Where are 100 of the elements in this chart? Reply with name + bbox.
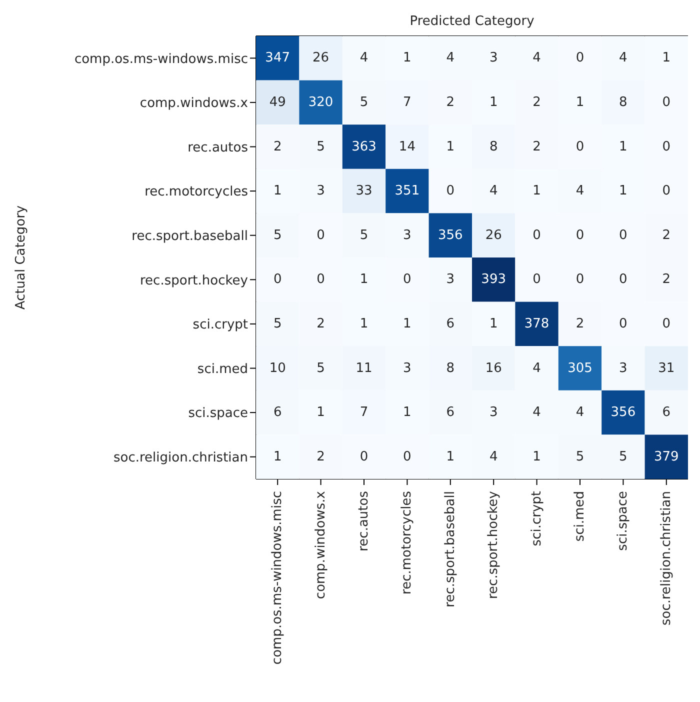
- x-tick-label: rec.autos: [356, 490, 372, 552]
- x-tick-label: sci.med: [572, 491, 588, 542]
- data-label: 49: [269, 94, 286, 110]
- data-label: 0: [446, 184, 455, 199]
- data-label: 3: [403, 228, 412, 243]
- data-label: 0: [316, 228, 325, 243]
- data-label: 1: [489, 316, 498, 332]
- data-label: 0: [576, 272, 584, 288]
- data-label: 2: [662, 272, 671, 288]
- data-label: 0: [619, 228, 628, 243]
- data-label: 3: [403, 360, 412, 376]
- data-label: 0: [273, 272, 282, 288]
- data-label: 0: [662, 316, 671, 332]
- y-tick-label: comp.os.ms-windows.misc: [74, 52, 248, 67]
- data-label: 0: [360, 449, 368, 464]
- data-label: 2: [532, 139, 541, 154]
- x-tick-label: comp.windows.x: [313, 490, 328, 600]
- data-label: 3: [489, 50, 498, 66]
- data-label: 4: [446, 50, 455, 66]
- data-label: 2: [576, 316, 584, 332]
- data-label: 5: [316, 139, 325, 154]
- data-label: 4: [489, 449, 498, 464]
- data-label: 0: [619, 316, 628, 332]
- data-label: 0: [576, 50, 584, 66]
- data-label: 16: [485, 360, 502, 376]
- y-tick-label: comp.windows.x: [140, 96, 248, 112]
- data-label: 8: [489, 139, 498, 154]
- data-label: 7: [360, 405, 368, 420]
- data-label: 6: [446, 316, 455, 332]
- data-label: 1: [532, 449, 541, 464]
- data-label: 3: [619, 360, 628, 376]
- y-tick-label: sci.crypt: [192, 318, 248, 333]
- x-axis-title: Predicted Category: [410, 14, 535, 30]
- x-tick-label: rec.sport.baseball: [442, 491, 458, 608]
- data-label: 2: [446, 94, 455, 110]
- x-tick-label: sci.space: [616, 491, 631, 551]
- x-tick-label: rec.motorcycles: [400, 490, 415, 594]
- data-label: 5: [273, 316, 282, 332]
- data-label: 5: [619, 449, 628, 464]
- data-label: 1: [619, 184, 628, 199]
- data-label: 0: [662, 94, 671, 110]
- data-label: 0: [619, 272, 628, 288]
- data-label: 1: [316, 405, 325, 420]
- data-label: 2: [662, 228, 671, 243]
- data-label: 10: [269, 360, 286, 376]
- data-label: 0: [316, 272, 325, 288]
- y-tick-label: rec.sport.baseball: [132, 228, 248, 244]
- data-label: 1: [532, 184, 541, 199]
- data-label: 356: [438, 228, 463, 243]
- data-label: 1: [273, 449, 282, 464]
- y-axis-title: Actual Category: [14, 205, 29, 310]
- data-label: 4: [576, 184, 584, 199]
- x-tick-label: rec.sport.hockey: [486, 490, 502, 599]
- data-label: 0: [662, 139, 671, 154]
- data-label: 1: [403, 316, 412, 332]
- data-label: 26: [485, 228, 502, 243]
- data-label: 5: [360, 94, 368, 110]
- data-label: 33: [356, 184, 372, 199]
- data-label: 0: [576, 139, 584, 154]
- data-label: 351: [394, 184, 420, 199]
- data-label: 5: [316, 360, 325, 376]
- data-label: 7: [403, 94, 412, 110]
- data-label: 3: [316, 184, 325, 199]
- y-tick-label: rec.autos: [188, 140, 248, 156]
- data-label: 0: [532, 272, 541, 288]
- data-label: 2: [532, 94, 541, 110]
- data-label: 8: [446, 360, 455, 376]
- data-label: 1: [619, 139, 628, 154]
- data-label: 1: [576, 94, 584, 110]
- data-label: 4: [489, 184, 498, 199]
- data-label: 1: [403, 50, 412, 66]
- data-label: 393: [481, 272, 506, 288]
- data-label: 11: [356, 360, 372, 376]
- data-label: 1: [273, 184, 282, 199]
- data-label: 1: [360, 272, 368, 288]
- y-tick-label: sci.med: [197, 362, 248, 377]
- data-label: 1: [360, 316, 368, 332]
- data-label: 4: [619, 50, 628, 66]
- data-label: 2: [316, 449, 325, 464]
- data-label: 2: [316, 316, 325, 332]
- data-label: 305: [568, 360, 592, 376]
- data-label: 0: [662, 184, 671, 199]
- data-label: 4: [576, 405, 584, 420]
- data-label: 1: [403, 405, 412, 420]
- y-tick-label: sci.space: [188, 406, 248, 422]
- data-label: 6: [662, 405, 671, 420]
- data-label: 356: [610, 405, 636, 420]
- data-label: 2: [273, 139, 282, 154]
- data-label: 26: [312, 50, 330, 66]
- data-label: 6: [273, 405, 282, 420]
- data-label: 0: [403, 449, 412, 464]
- data-label: 0: [403, 272, 412, 288]
- x-tick-label: soc.religion.christian: [658, 491, 674, 626]
- data-label: 378: [524, 316, 550, 332]
- data-label: 31: [658, 360, 675, 376]
- data-label: 8: [619, 94, 628, 110]
- x-tick-label: sci.crypt: [529, 491, 544, 546]
- data-label: 0: [576, 228, 584, 243]
- data-label: 5: [360, 228, 368, 243]
- data-label: 1: [662, 50, 671, 66]
